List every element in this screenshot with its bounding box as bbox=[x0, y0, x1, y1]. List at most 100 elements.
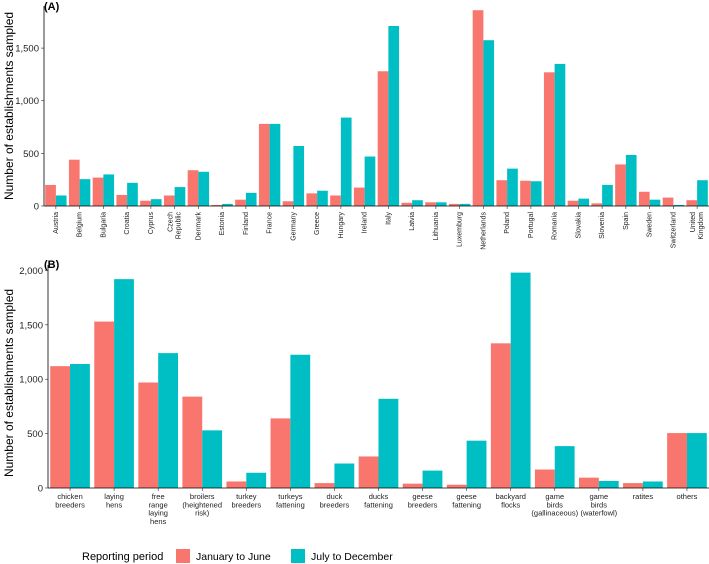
panelB-xtick-label: laying hens bbox=[104, 492, 124, 509]
panelB-xtick-label: ducks fattening bbox=[364, 492, 393, 509]
panelA-bar-jul-dec bbox=[269, 123, 281, 206]
panelB-bar-jul-dec bbox=[114, 279, 134, 488]
panelA-bar-jul-dec bbox=[388, 26, 400, 206]
panelB-bar-jan-jun bbox=[358, 456, 379, 488]
panelA-bar-jul-dec bbox=[507, 168, 518, 206]
panel-a-label: (A) bbox=[44, 1, 60, 13]
panel-a-y-ticks: 0 500 1,000 1,500 bbox=[15, 44, 44, 213]
panelB-bar-jul-dec bbox=[158, 353, 178, 488]
panelB-xtick-label: geese breeders bbox=[408, 492, 438, 509]
panelA-bar-jan-jun bbox=[187, 170, 199, 206]
panelA-bar-jan-jun bbox=[638, 191, 650, 206]
panelB-bar-jul-dec bbox=[290, 354, 311, 488]
panelA-bar-jul-dec bbox=[150, 199, 162, 206]
panelA-xtick-label: Denmark bbox=[195, 212, 202, 241]
panelA-xtick-label: France bbox=[267, 212, 274, 234]
panelA-bar-jul-dec bbox=[222, 203, 233, 206]
panelB-xtick-label: game birds (waterfowl) bbox=[580, 492, 617, 518]
panelA-bar-jan-jun bbox=[425, 202, 436, 206]
panelA-bar-jan-jun bbox=[662, 197, 674, 206]
panelA-bar-jul-dec bbox=[412, 200, 423, 206]
panelA-xtick-label: CzechRepublic bbox=[168, 212, 183, 240]
panelB-bar-jan-jun bbox=[182, 396, 203, 488]
panelB-bar-jul-dec bbox=[334, 463, 355, 488]
panelB-xtick-label: geese fattening bbox=[452, 492, 481, 509]
panelA-bar-jul-dec bbox=[578, 198, 590, 206]
panel-b: (B) Number of establishments sampled 0 50… bbox=[2, 259, 709, 526]
panelA-xtick-label: Netherlands bbox=[480, 212, 487, 250]
legend-label-jul-dec: July to December bbox=[311, 551, 393, 563]
panelA-bar-jan-jun bbox=[567, 200, 579, 206]
panelA-bar-jan-jun bbox=[496, 180, 508, 206]
panelB-bar-jul-dec bbox=[202, 430, 223, 488]
panelB-bar-jan-jun bbox=[623, 483, 643, 488]
panelA-xtick-label: UnitedKingdom bbox=[690, 212, 705, 240]
panelA-bar-jul-dec bbox=[340, 117, 352, 206]
panelA-bar-jul-dec bbox=[697, 180, 708, 206]
panelA-xtick-label: Luxemburg bbox=[457, 212, 464, 247]
panelB-bar-jan-jun bbox=[94, 321, 115, 488]
panelA-xtick-label: Estonia bbox=[219, 212, 226, 235]
panelA-bar-jan-jun bbox=[543, 72, 555, 206]
panelB-bar-jul-dec bbox=[554, 446, 575, 488]
panelA-xtick-label: Slovakia bbox=[575, 212, 582, 239]
panelA-bar-jul-dec bbox=[245, 192, 257, 206]
panelB-bar-jan-jun bbox=[270, 418, 291, 488]
panelB-bar-jan-jun bbox=[226, 481, 247, 488]
panelB-xtick-label: backyard flocks bbox=[495, 492, 525, 509]
panelA-bar-jan-jun bbox=[330, 195, 341, 206]
panelA-bar-jul-dec bbox=[459, 203, 471, 206]
panelA-ytick-label: 0 bbox=[34, 202, 39, 213]
panelB-bar-jan-jun bbox=[667, 433, 687, 488]
panelA-bar-jan-jun bbox=[140, 200, 151, 206]
panelA-bar-jan-jun bbox=[306, 193, 318, 206]
panelB-ytick-label: 500 bbox=[27, 429, 43, 440]
panelA-bar-jan-jun bbox=[163, 195, 175, 206]
panelA-bar-jan-jun bbox=[401, 202, 413, 206]
panelA-bar-jan-jun bbox=[282, 201, 294, 206]
panelA-bar-jul-dec bbox=[649, 199, 661, 206]
panelA-xtick-label: Bulgaria bbox=[100, 212, 107, 238]
panelA-xtick-label: Italy bbox=[385, 212, 392, 225]
panel-b-y-axis-label: Number of establishments sampled bbox=[2, 289, 16, 477]
panelB-xtick-label: ratites bbox=[633, 492, 654, 501]
legend-title: Reporting period bbox=[82, 551, 163, 563]
panelA-xtick-label: Belgium bbox=[77, 212, 84, 237]
legend-swatch-jul-dec bbox=[291, 549, 305, 563]
panelA-xtick-label: Finland bbox=[243, 212, 250, 235]
panelB-xtick-label: turkeys fattening bbox=[276, 492, 305, 509]
panelA-bar-jan-jun bbox=[116, 194, 128, 206]
panelA-bar-jul-dec bbox=[364, 156, 376, 206]
panelB-bar-jan-jun bbox=[402, 483, 423, 488]
panelA-bar-jul-dec bbox=[198, 171, 210, 206]
panelB-xtick-label: chicken breeders bbox=[55, 492, 85, 509]
panelA-bar-jul-dec bbox=[483, 40, 495, 206]
panelA-bar-jul-dec bbox=[317, 190, 328, 206]
panelA-bar-jul-dec bbox=[174, 187, 186, 206]
panelB-xtick-label: free range laying hens bbox=[148, 492, 168, 526]
panelB-bar-jul-dec bbox=[510, 272, 531, 488]
panelB-bar-jul-dec bbox=[246, 472, 267, 488]
panelB-bar-jan-jun bbox=[579, 477, 599, 488]
panelB-bar-jul-dec bbox=[642, 481, 663, 488]
panelA-xtick-label: Germany bbox=[290, 212, 297, 241]
panelB-ytick-label: 1,000 bbox=[19, 375, 43, 386]
panelA-xtick-label: Croatia bbox=[124, 212, 131, 235]
panelB-bar-jan-jun bbox=[50, 366, 71, 488]
panelA-xtick-label: Portugal bbox=[528, 212, 535, 239]
panelB-bar-jul-dec bbox=[70, 363, 90, 488]
panel-a-y-axis-label: Number of establishments sampled bbox=[2, 12, 16, 200]
panelA-bar-jul-dec bbox=[554, 63, 566, 206]
panelB-bar-jan-jun bbox=[446, 484, 467, 488]
panelB-ytick-label: 2,000 bbox=[19, 266, 43, 277]
panelA-bar-jan-jun bbox=[615, 164, 626, 206]
panelA-bar-jul-dec bbox=[55, 195, 67, 206]
panelA-bar-jul-dec bbox=[602, 184, 613, 206]
panelA-xtick-label: Cyprus bbox=[148, 212, 155, 235]
panelA-bar-jan-jun bbox=[377, 71, 389, 207]
panelA-xtick-label: Latvia bbox=[409, 212, 416, 231]
panelA-bar-jan-jun bbox=[353, 187, 365, 206]
panelB-bar-jan-jun bbox=[490, 343, 511, 488]
panel-b-label: (B) bbox=[44, 259, 60, 271]
panelA-xtick-label: Lithuania bbox=[433, 212, 440, 241]
